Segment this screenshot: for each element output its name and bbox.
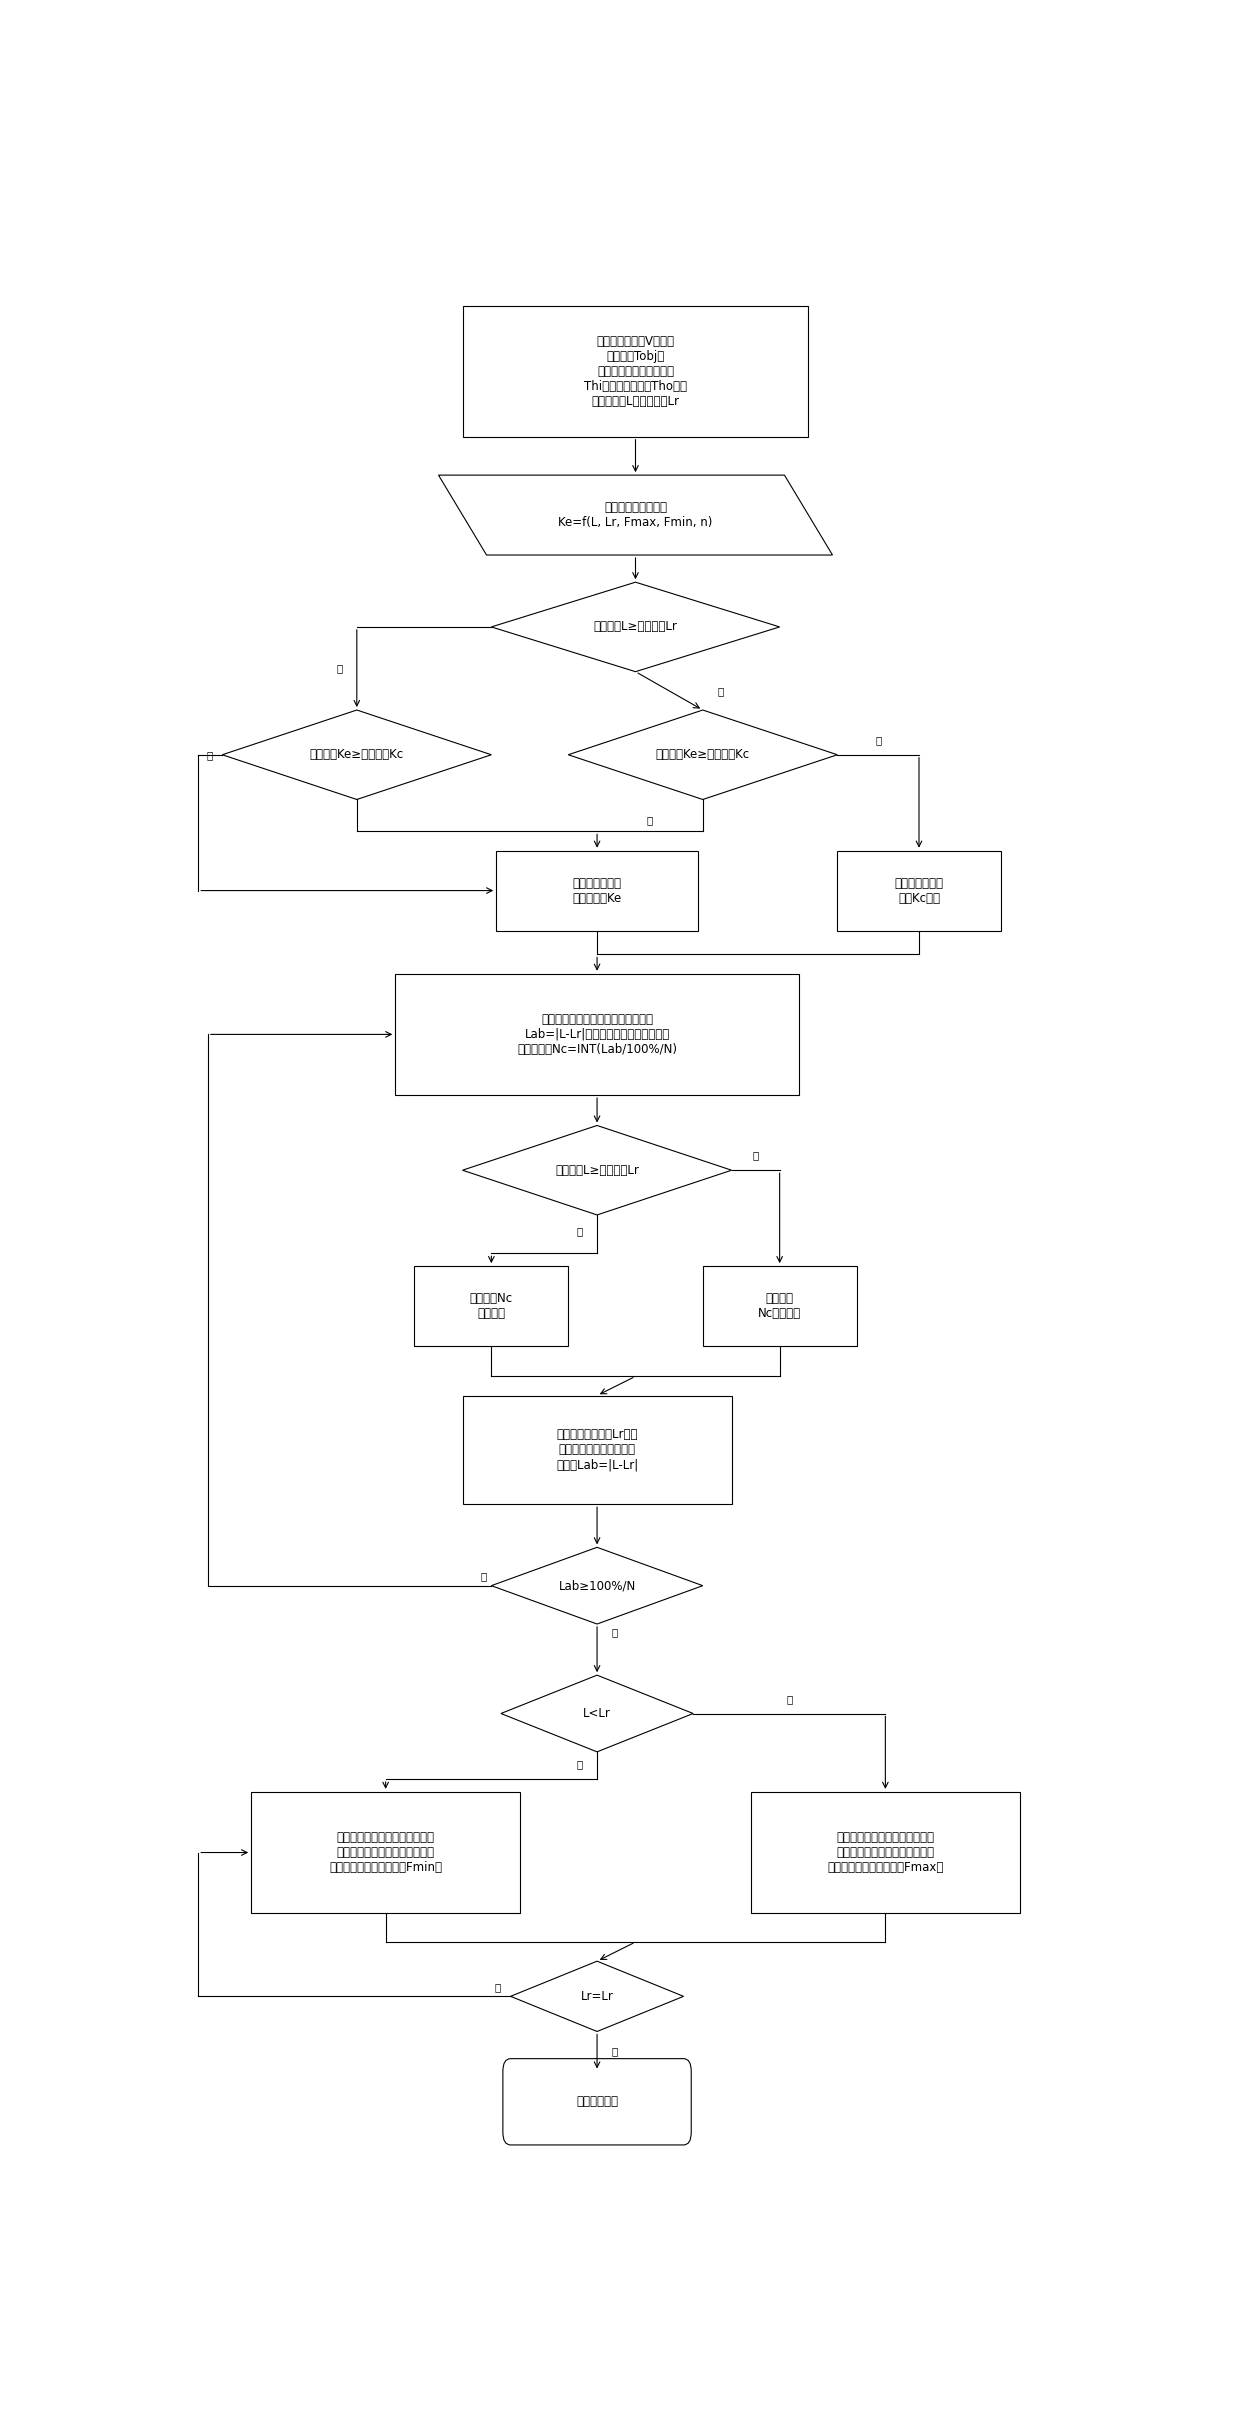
Text: 目标负荷L≥实际负荷Lr: 目标负荷L≥实际负荷Lr	[556, 1163, 639, 1178]
Polygon shape	[463, 1127, 732, 1214]
Text: 重新计算实际负荷Lr，实
际负荷和目标负荷的差值
绝对值Lab=|L-Lr|: 重新计算实际负荷Lr，实 际负荷和目标负荷的差值 绝对值Lab=|L-Lr|	[556, 1428, 639, 1471]
Text: 否: 否	[786, 1695, 792, 1704]
Text: 电子膨胀阀保持
开度Kc不变: 电子膨胀阀保持 开度Kc不变	[894, 877, 944, 906]
Text: 是: 是	[717, 685, 723, 697]
Text: 是: 是	[611, 2047, 618, 2057]
Text: 调整运行中的变频压缩机中运行
时间最长的那台，降低其工作频
率（其运行频率最低可至Fmin）: 调整运行中的变频压缩机中运行 时间最长的那台，降低其工作频 率（其运行频率最低可…	[329, 1831, 443, 1874]
Text: 否: 否	[206, 750, 213, 760]
Text: 达到控制目标: 达到控制目标	[577, 2095, 618, 2108]
Text: Lab≥100%/N: Lab≥100%/N	[558, 1578, 636, 1593]
Bar	[250, 1792, 521, 1913]
Polygon shape	[511, 1962, 683, 2032]
Text: 逐步开启Nc
台压缩机: 逐步开启Nc 台压缩机	[470, 1292, 513, 1321]
Text: 逐步关闭
Nc台压缩机: 逐步关闭 Nc台压缩机	[758, 1292, 801, 1321]
Text: 目标开度Ke≥当前开度Kc: 目标开度Ke≥当前开度Kc	[656, 748, 750, 762]
Text: 否: 否	[611, 1627, 618, 1636]
Text: 目标负荷L≥实际负荷Lr: 目标负荷L≥实际负荷Lr	[594, 622, 677, 634]
Bar	[751, 1792, 1021, 1913]
Bar	[463, 1396, 732, 1505]
Text: 否: 否	[336, 663, 342, 673]
Text: Lr=Lr: Lr=Lr	[580, 1991, 614, 2003]
Text: 目标开度Ke≥当前开度Kc: 目标开度Ke≥当前开度Kc	[310, 748, 404, 762]
Text: 用户输入水流量V和目标
单水温度Tobj；
检测气冷器给水进口温度
Thi、热水出口温度Tho，计
算目标负荷L和实际负荷Lr: 用户输入水流量V和目标 单水温度Tobj； 检测气冷器给水进口温度 Thi、热水…	[584, 335, 687, 408]
Polygon shape	[222, 709, 491, 799]
Polygon shape	[491, 583, 780, 673]
Text: 电子膨胀阀开启
至目标开度Ke: 电子膨胀阀开启 至目标开度Ke	[573, 877, 621, 906]
Text: 是: 是	[577, 1760, 583, 1770]
Text: 检测当前负荷，计算负荷差值绝对值
Lab=|L-Lr|，计算出需要开启或关闭的
压缩机数量Nc=INT(Lab/100%/N): 检测当前负荷，计算负荷差值绝对值 Lab=|L-Lr|，计算出需要开启或关闭的 …	[517, 1012, 677, 1056]
Polygon shape	[568, 709, 837, 799]
Bar	[414, 1265, 568, 1345]
Text: L<Lr: L<Lr	[583, 1707, 611, 1719]
Polygon shape	[501, 1675, 693, 1753]
Text: 是: 是	[647, 816, 653, 826]
Polygon shape	[491, 1547, 703, 1624]
Text: 是: 是	[577, 1226, 583, 1236]
Bar	[496, 850, 698, 930]
FancyBboxPatch shape	[503, 2059, 691, 2144]
Polygon shape	[439, 476, 832, 556]
Bar	[703, 1265, 857, 1345]
Bar	[463, 306, 808, 437]
Bar	[396, 974, 799, 1095]
Text: 电子膨胀阀目标开度
Ke=f(L, Lr, Fmax, Fmin, n): 电子膨胀阀目标开度 Ke=f(L, Lr, Fmax, Fmin, n)	[558, 500, 713, 529]
Text: 否: 否	[875, 736, 882, 745]
Bar	[837, 850, 1001, 930]
Text: 是: 是	[480, 1571, 486, 1581]
Text: 否: 否	[495, 1981, 501, 1991]
Text: 否: 否	[753, 1151, 759, 1161]
Text: 调整运行中的变频压缩机中运行
时间最长的那台，增加其工作频
率（其运行频率最大可至Fmax）: 调整运行中的变频压缩机中运行 时间最长的那台，增加其工作频 率（其运行频率最大可…	[827, 1831, 944, 1874]
